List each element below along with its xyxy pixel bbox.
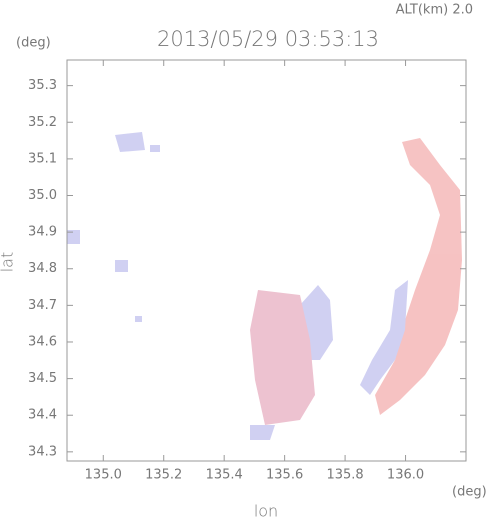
y-tick-label: 34.5 xyxy=(28,371,57,386)
y-tick-label: 35.2 xyxy=(28,115,57,130)
y-axis-label: lat xyxy=(0,252,17,273)
chart-subtitle: ALT(km) 2.0 xyxy=(396,3,473,18)
x-tick-label: 135.0 xyxy=(85,468,122,483)
y-tick-label: 34.8 xyxy=(28,261,57,276)
x-tick-label: 135.8 xyxy=(326,468,363,483)
x-axis-label: lon xyxy=(254,502,278,521)
y-tick-label: 34.6 xyxy=(28,334,57,349)
y-tick-label: 34.7 xyxy=(28,298,57,313)
y-tick-label: 35.1 xyxy=(28,151,57,166)
y-tick-label: 34.4 xyxy=(28,408,57,423)
y-tick-label: 34.9 xyxy=(28,225,57,240)
echo-blue xyxy=(67,132,275,440)
x-tick-label: 135.4 xyxy=(206,468,243,483)
x-tick-label: 135.2 xyxy=(145,468,182,483)
chart-title: 2013/05/29 03:53:13 xyxy=(157,27,379,51)
x-unit: (deg) xyxy=(452,485,487,500)
y-tick-label: 34.3 xyxy=(28,444,57,459)
y-tick-label: 35.0 xyxy=(28,188,57,203)
echo-mixed xyxy=(250,290,315,425)
radar-echoes xyxy=(67,132,462,440)
echo-blue xyxy=(360,280,408,395)
y-unit: (deg) xyxy=(16,36,51,51)
x-tick-label: 136.0 xyxy=(387,468,424,483)
echo-red xyxy=(375,138,462,415)
plot-frame xyxy=(66,59,467,462)
x-tick-label: 135.6 xyxy=(266,468,303,483)
y-tick-label: 35.3 xyxy=(28,78,57,93)
